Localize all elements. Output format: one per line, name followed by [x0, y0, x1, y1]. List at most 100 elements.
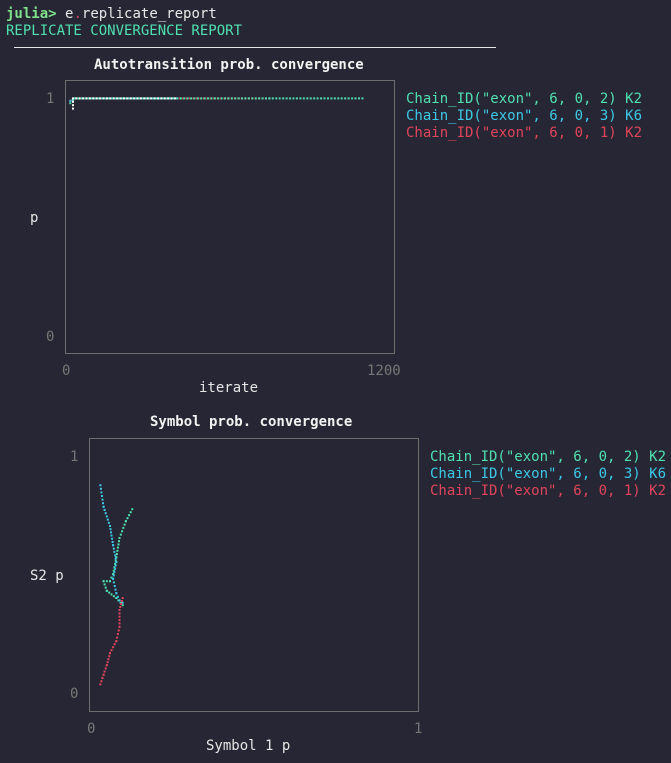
data-point	[118, 615, 121, 618]
data-point	[75, 97, 78, 100]
data-point	[116, 633, 119, 635]
plot1-x-left-tick: 0	[62, 363, 71, 379]
data-point	[124, 520, 127, 523]
data-point	[340, 97, 343, 100]
data-point	[118, 599, 121, 602]
data-point	[114, 557, 117, 560]
plot2-legend-item: Chain_ID("exon", 6, 0, 1) K2	[430, 483, 667, 499]
data-point	[72, 97, 74, 100]
data-point	[114, 588, 117, 591]
data-point	[123, 523, 126, 526]
data-point	[344, 97, 347, 100]
plot1-legend-item: Chain_ID("exon", 6, 0, 3) K6	[406, 108, 643, 124]
data-point	[182, 97, 185, 100]
plot2-legend-item: Chain_ID("exon", 6, 0, 3) K6	[430, 466, 667, 482]
repl-command-field: replicate_report	[81, 6, 217, 22]
data-point	[116, 546, 119, 549]
data-point	[337, 97, 340, 100]
data-point	[95, 97, 98, 100]
data-point	[224, 97, 227, 100]
data-point	[118, 540, 120, 543]
data-point	[227, 97, 230, 100]
data-point	[179, 97, 182, 100]
data-point	[104, 512, 107, 515]
data-point	[81, 97, 84, 100]
data-point	[77, 97, 80, 100]
data-point	[120, 600, 123, 602]
data-point	[213, 97, 216, 100]
plot2-legend-item: Chain_ID("exon", 6, 0, 2) K2	[430, 449, 667, 465]
data-point	[119, 97, 122, 100]
repl-input-line[interactable]: julia> e.replicate_report	[6, 6, 217, 22]
data-point	[150, 97, 153, 100]
data-point	[110, 593, 113, 596]
data-point	[309, 97, 312, 100]
data-point	[113, 566, 116, 569]
data-point	[358, 97, 360, 100]
data-point	[110, 531, 112, 534]
data-point	[105, 589, 108, 592]
data-point	[112, 573, 115, 575]
report-divider	[14, 47, 496, 48]
data-point	[247, 97, 250, 100]
data-point	[251, 97, 254, 100]
plot2-x-right-tick: 1	[414, 721, 423, 737]
data-point	[119, 601, 122, 604]
data-point	[69, 99, 72, 102]
data-point	[313, 97, 316, 100]
data-point	[237, 97, 240, 100]
plot2-series-1	[99, 484, 124, 604]
data-point	[101, 677, 104, 679]
plot1-series-group	[69, 97, 364, 105]
data-point	[117, 543, 120, 546]
data-point	[115, 597, 118, 599]
data-point	[131, 508, 134, 511]
data-point	[115, 592, 118, 595]
data-point	[84, 97, 87, 100]
data-point	[103, 670, 106, 673]
data-point	[116, 636, 119, 639]
data-point	[112, 97, 115, 100]
plot1-frame	[65, 80, 395, 354]
data-point	[109, 525, 111, 527]
data-point	[333, 97, 336, 100]
data-point	[112, 595, 115, 598]
data-point	[99, 683, 102, 686]
data-point	[118, 609, 121, 611]
data-point	[109, 580, 111, 583]
data-point	[113, 550, 116, 553]
data-point	[120, 603, 123, 605]
data-point	[167, 97, 170, 100]
data-point	[118, 612, 121, 615]
data-point	[89, 97, 91, 100]
data-point	[254, 97, 257, 100]
data-point	[109, 97, 112, 100]
data-point	[114, 554, 117, 557]
data-point	[271, 97, 274, 100]
data-point	[106, 661, 109, 664]
data-point	[207, 97, 210, 100]
data-point	[69, 102, 72, 105]
data-point	[234, 97, 237, 100]
data-point	[106, 518, 109, 521]
data-point	[320, 97, 323, 100]
data-point	[285, 97, 288, 100]
data-point	[113, 643, 116, 646]
data-point	[103, 583, 106, 586]
repl-command-object: e	[65, 6, 74, 22]
plot1-x-label: iterate	[199, 380, 259, 396]
data-point	[123, 97, 125, 100]
data-point	[175, 97, 178, 100]
data-point	[107, 521, 110, 524]
data-point	[110, 576, 113, 579]
data-point	[102, 502, 104, 505]
data-point	[160, 97, 163, 100]
data-point	[116, 595, 119, 598]
data-point	[295, 97, 298, 100]
data-point	[114, 562, 117, 565]
data-point	[203, 97, 206, 100]
data-point	[302, 97, 305, 100]
data-point	[241, 97, 244, 100]
data-point	[170, 97, 173, 100]
data-point	[193, 97, 196, 100]
